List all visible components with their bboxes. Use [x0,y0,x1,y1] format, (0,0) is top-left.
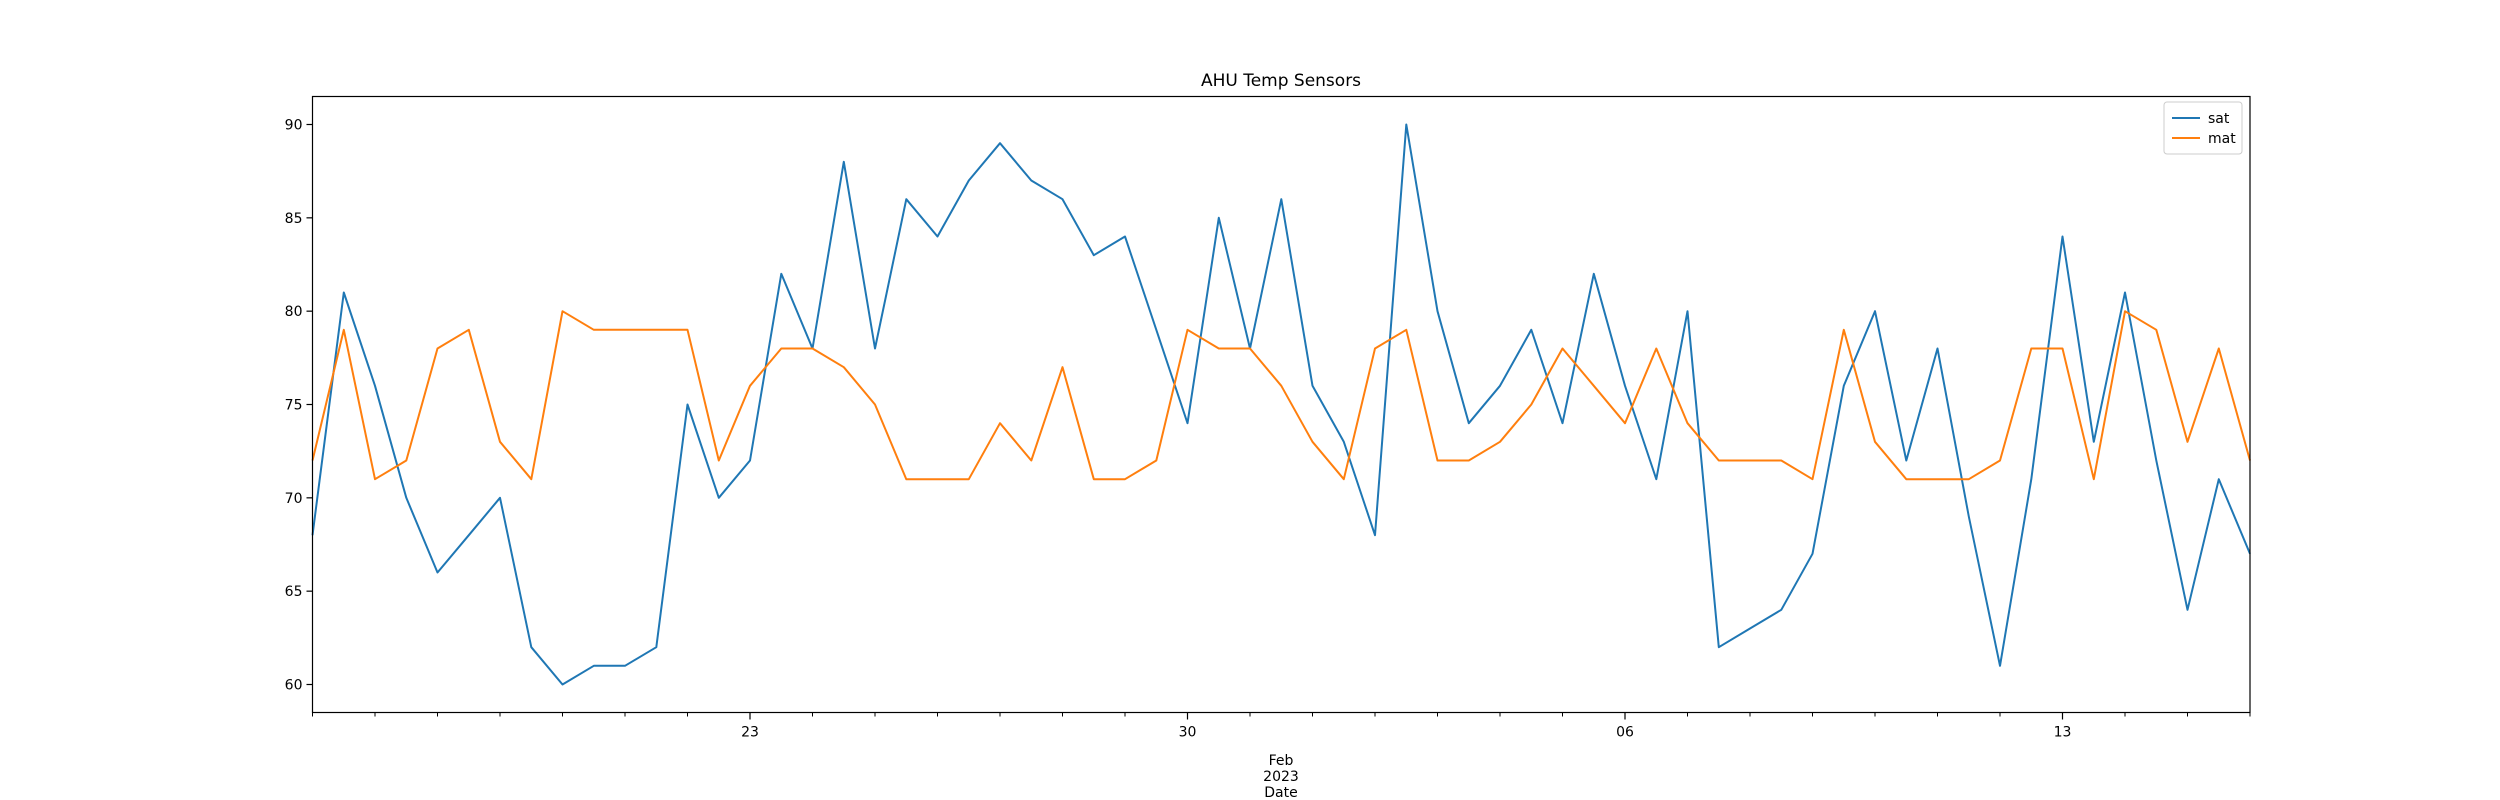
y-tick-label: 70 [285,491,303,507]
x-tick-label: 23 [741,725,759,741]
y-tick-label: 75 [285,398,303,414]
x-axis: 23 30 06 13 [312,712,2251,741]
series-line-mat [311,310,2251,481]
x-tick-label: 13 [2054,725,2072,741]
plot-frame [311,95,2251,714]
y-tick-label: 85 [285,211,303,227]
x-tick-label: 30 [1179,725,1197,741]
series-layer [311,123,2251,686]
x-axis-label: Date [1264,785,1297,800]
x-secondary-label-year: 2023 [1263,769,1299,785]
legend: sat mat [2163,101,2243,155]
legend-label-sat: sat [2208,111,2230,127]
y-tick-label: 60 [285,678,303,694]
y-tick-label: 65 [285,584,303,600]
legend-box [2163,101,2243,155]
y-tick-label: 80 [285,304,303,320]
y-tick-label: 90 [285,118,303,134]
plot-area [312,96,2250,713]
x-tick-label: 06 [1616,725,1634,741]
chart-title: AHU Temp Sensors [1201,71,1361,91]
series-line-sat [311,123,2251,686]
legend-label-mat: mat [2208,131,2236,147]
y-axis: 60 65 70 75 80 85 90 [285,118,313,694]
x-secondary-label-month: Feb [1269,753,1294,769]
